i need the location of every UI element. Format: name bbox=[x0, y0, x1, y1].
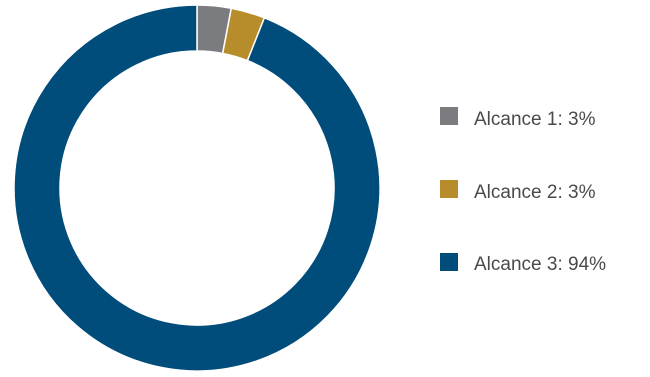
legend-label-alcance-1: Alcance 1: 3% bbox=[474, 109, 596, 130]
donut-slice-alcance-3 bbox=[13, 4, 381, 372]
legend-label-alcance-2: Alcance 2: 3% bbox=[474, 182, 596, 203]
legend-item-alcance-2: Alcance 2: 3% bbox=[440, 180, 596, 203]
legend-item-alcance-1: Alcance 1: 3% bbox=[440, 107, 596, 130]
legend-swatch-alcance-3 bbox=[440, 253, 458, 271]
legend-item-alcance-3: Alcance 3: 94% bbox=[440, 253, 606, 275]
legend-swatch-alcance-2 bbox=[440, 180, 458, 198]
chart-legend: Alcance 1: 3% Alcance 2: 3% Alcance 3: 9… bbox=[440, 107, 606, 275]
legend-label-alcance-3: Alcance 3: 94% bbox=[474, 254, 606, 275]
donut-slices bbox=[13, 4, 381, 372]
legend-swatch-alcance-1 bbox=[440, 107, 458, 125]
